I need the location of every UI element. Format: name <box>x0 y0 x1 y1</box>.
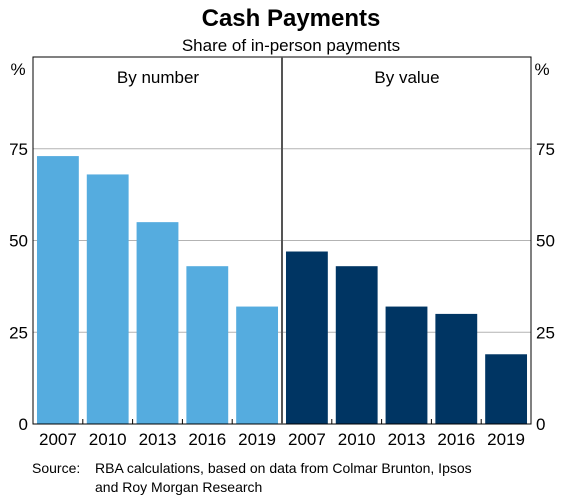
y-tick-right-50: 50 <box>536 232 555 251</box>
x-tick-value-2013: 2013 <box>388 430 426 449</box>
y-tick-left-75: 75 <box>9 140 28 159</box>
bar-by-number-2010 <box>86 174 129 424</box>
chart-title: Cash Payments <box>202 5 381 32</box>
y-tick-left-0: 0 <box>19 415 28 434</box>
bar-by-value-2007 <box>285 251 328 424</box>
bar-by-value-2013 <box>385 306 428 424</box>
y-unit-right: % <box>534 60 549 79</box>
bars <box>36 156 528 424</box>
x-tick-number-2013: 2013 <box>139 430 177 449</box>
tick-labels: 0 0 25 25 50 50 75 75 2007 2010 2013 2016 2019 2007 20… <box>9 140 555 449</box>
bar-by-number-2019 <box>236 306 279 424</box>
y-tick-right-75: 75 <box>536 140 555 159</box>
y-unit-left: % <box>10 60 25 79</box>
y-tick-right-25: 25 <box>536 323 555 342</box>
x-tick-value-2010: 2010 <box>338 430 376 449</box>
plot-frame <box>32 56 532 425</box>
y-tick-left-25: 25 <box>9 323 28 342</box>
bar-by-value-2016 <box>435 313 478 424</box>
chart-subtitle: Share of in-person payments <box>182 36 400 55</box>
bar-by-number-2016 <box>186 266 229 424</box>
panel-label-by-number: By number <box>117 68 200 87</box>
bar-by-number-2007 <box>36 156 79 424</box>
x-tick-value-2016: 2016 <box>437 430 475 449</box>
bar-by-value-2019 <box>485 354 528 424</box>
y-tick-right-0: 0 <box>536 415 545 434</box>
bar-by-value-2010 <box>335 266 378 424</box>
x-tick-number-2016: 2016 <box>188 430 226 449</box>
x-tick-value-2019: 2019 <box>487 430 525 449</box>
source-line-1: RBA calculations, based on data from Col… <box>95 460 472 476</box>
y-tick-left-50: 50 <box>9 232 28 251</box>
panel-label-by-value: By value <box>374 68 439 87</box>
x-tick-value-2007: 2007 <box>288 430 326 449</box>
source-prefix: Source: <box>32 460 80 476</box>
x-tick-number-2010: 2010 <box>89 430 127 449</box>
source-line-2: and Roy Morgan Research <box>95 479 262 495</box>
bar-by-number-2013 <box>136 222 179 424</box>
x-tick-number-2007: 2007 <box>39 430 77 449</box>
x-tick-number-2019: 2019 <box>238 430 276 449</box>
